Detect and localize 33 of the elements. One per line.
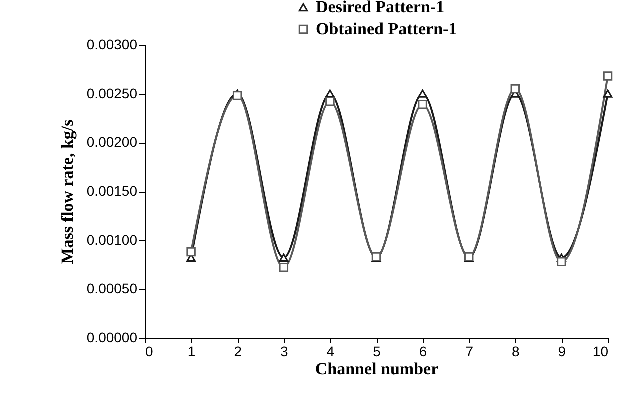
point [418,100,428,110]
x-tick-label: 3 [280,344,288,360]
legend-label: Desired Pattern-1 [316,0,445,16]
x-tick-label: 4 [326,344,335,360]
point [557,257,566,266]
x-tick-label: 6 [419,344,428,360]
y-tick-label: 0.00100 [86,232,138,248]
y-tick-label: 0.00250 [86,85,138,102]
x-tick-label: 1 [188,344,196,360]
point [232,91,242,100]
y-tick-label: 0.00150 [86,183,138,199]
x-tick-label: 5 [373,344,382,360]
point [603,72,613,81]
y-tick-label: 0.00000 [86,330,138,346]
y-axis-title: Mass flow rate, kg/s [58,119,77,264]
x-tick-label: 9 [558,344,566,360]
x-tick-label: 2 [234,344,242,360]
x-axis-title: Channel number [315,360,440,378]
y-tick-label: 0.00050 [86,280,138,297]
x-tick-label: 10 [592,344,609,360]
point [510,84,520,94]
legend-label: Obtained Pattern-1 [316,20,458,38]
point [279,263,289,272]
x-tick-label: 8 [512,344,520,360]
point [326,97,335,106]
x-tick-label: 7 [466,344,474,360]
x-tick-label: 0 [146,344,154,360]
y-tick-label: 0.00300 [86,36,138,52]
y-tick-label: 0.00200 [86,134,138,150]
point [279,254,289,262]
point [603,90,613,98]
point [186,247,196,257]
point [418,90,428,98]
